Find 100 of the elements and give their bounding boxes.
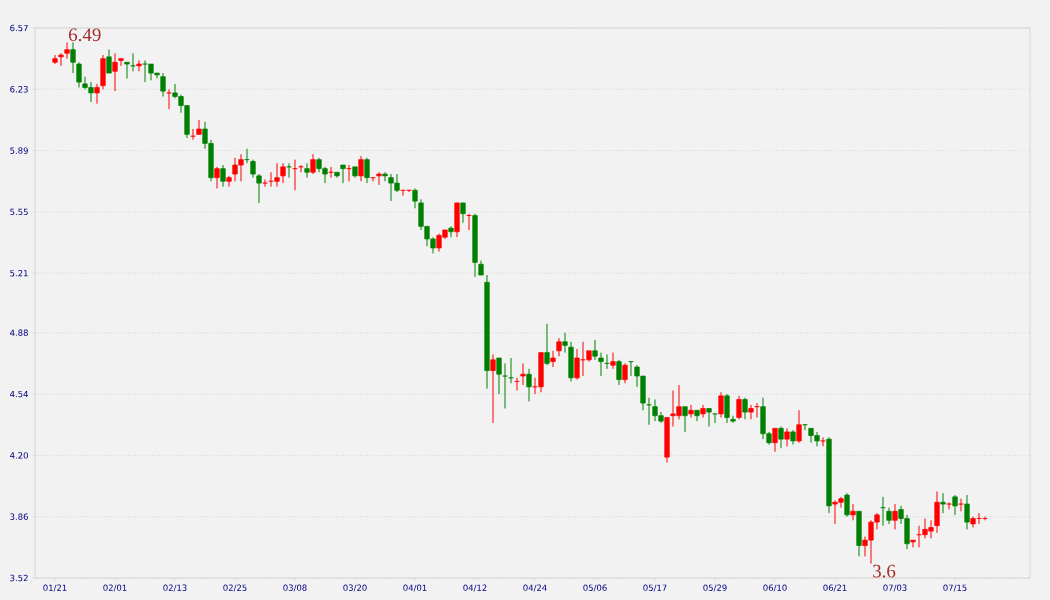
- x-tick-label: 06/10: [763, 584, 787, 592]
- candlestick: [250, 159, 256, 179]
- y-tick-label: 6.57: [10, 24, 28, 32]
- candlestick: [64, 41, 70, 60]
- x-tick-label: 05/17: [643, 584, 667, 592]
- y-tick-label: 4.54: [10, 390, 28, 398]
- candlestick: [796, 409, 802, 444]
- candlestick: [118, 58, 124, 67]
- y-tick-label: 4.20: [10, 452, 28, 459]
- candlestick: [196, 119, 202, 135]
- candlestick: [76, 61, 82, 88]
- y-tick-label: 5.21: [10, 270, 28, 277]
- candlestick: [958, 498, 964, 512]
- candlestick: [280, 162, 286, 184]
- y-tick-label: 3.86: [10, 513, 28, 520]
- x-tick-label: 05/29: [703, 584, 727, 592]
- y-tick-label: 5.55: [10, 208, 28, 216]
- candlestick: [382, 171, 388, 182]
- candlestick: [646, 397, 652, 426]
- candlestick: [106, 49, 112, 74]
- candlestick: [460, 202, 466, 224]
- candlestick: [700, 404, 706, 419]
- candlestick: [598, 352, 604, 377]
- candlestick: [550, 350, 556, 368]
- candlestick: [112, 52, 118, 92]
- candlestick: [688, 404, 694, 419]
- candlestick: [718, 391, 724, 419]
- y-tick-label: 5.89: [10, 147, 28, 154]
- candlestick: [364, 157, 370, 184]
- candlestick: [448, 225, 454, 238]
- candlestick: [772, 427, 778, 453]
- candlestick: [496, 357, 502, 395]
- candlestick: [784, 427, 790, 447]
- candlestick: [214, 166, 220, 189]
- candlestick: [130, 52, 136, 72]
- y-tick-label: 6.23: [10, 86, 28, 93]
- candlestick: [778, 426, 784, 449]
- candlestick: [706, 407, 712, 428]
- candlestick: [616, 359, 622, 386]
- annotation: 6.49: [69, 28, 101, 42]
- candlestick: [844, 492, 850, 518]
- x-tick-label: 04/01: [403, 584, 427, 592]
- candlestick: [820, 436, 826, 447]
- candlestick: [934, 490, 940, 534]
- x-tick-label: 03/20: [343, 584, 367, 592]
- candlestick: [502, 362, 508, 409]
- candlestick: [166, 88, 172, 110]
- x-tick-label: 02/13: [163, 584, 187, 592]
- candlestick: [124, 61, 130, 79]
- candlestick: [70, 41, 76, 74]
- candlestick: [694, 409, 700, 422]
- candlestick: [358, 155, 364, 182]
- candlestick: [682, 406, 688, 433]
- candlestick: [340, 164, 346, 184]
- candlestick: [610, 352, 616, 370]
- candlestick: [136, 59, 142, 72]
- x-tick-label: 07/03: [883, 584, 907, 592]
- candlestick: [526, 368, 532, 402]
- x-tick-label: 01/21: [43, 584, 67, 592]
- candlestick: [952, 494, 958, 516]
- y-tick-label: 3.52: [10, 574, 28, 582]
- candlestick: [304, 162, 310, 179]
- candlestick: [892, 503, 898, 530]
- candlestick: [724, 393, 730, 424]
- candlestick: [946, 501, 952, 510]
- candlestick: [544, 323, 550, 366]
- candlestick: [520, 362, 526, 386]
- x-tick-label: 06/21: [823, 584, 847, 592]
- x-tick-label: 04/12: [463, 584, 487, 592]
- candlestick: [748, 404, 754, 420]
- candlestick: [256, 173, 262, 204]
- x-tick-label: 04/24: [523, 584, 547, 592]
- candlestick: [622, 362, 628, 384]
- candlestick: [742, 397, 748, 420]
- y-tick-label: 4.88: [10, 329, 28, 336]
- candlestick: [220, 164, 226, 188]
- candlestick: [964, 494, 970, 530]
- x-tick-label: 02/25: [223, 584, 247, 592]
- candlestick: [910, 539, 916, 548]
- candlestick: [556, 337, 562, 357]
- candlestick: [262, 178, 268, 188]
- candlestick: [376, 171, 382, 186]
- candlestick: [490, 353, 496, 424]
- candlestick: [736, 395, 742, 420]
- candlestick: [160, 72, 166, 98]
- x-tick-label: 07/15: [943, 584, 967, 592]
- x-tick-label: 05/06: [583, 584, 607, 592]
- x-tick-label: 02/01: [103, 584, 127, 592]
- candlestick: [310, 153, 316, 175]
- candlestick: [940, 492, 946, 514]
- candlestick: [94, 83, 100, 105]
- candlestick: [592, 339, 598, 361]
- candlestick: [730, 415, 736, 424]
- candlestick: [562, 332, 568, 354]
- candlestick: [58, 52, 64, 67]
- annotation: 3.6: [873, 564, 896, 578]
- x-tick-label: 03/08: [283, 584, 307, 592]
- candlestick: [712, 413, 718, 424]
- candlestick: [226, 175, 232, 188]
- candlestick: [850, 503, 856, 521]
